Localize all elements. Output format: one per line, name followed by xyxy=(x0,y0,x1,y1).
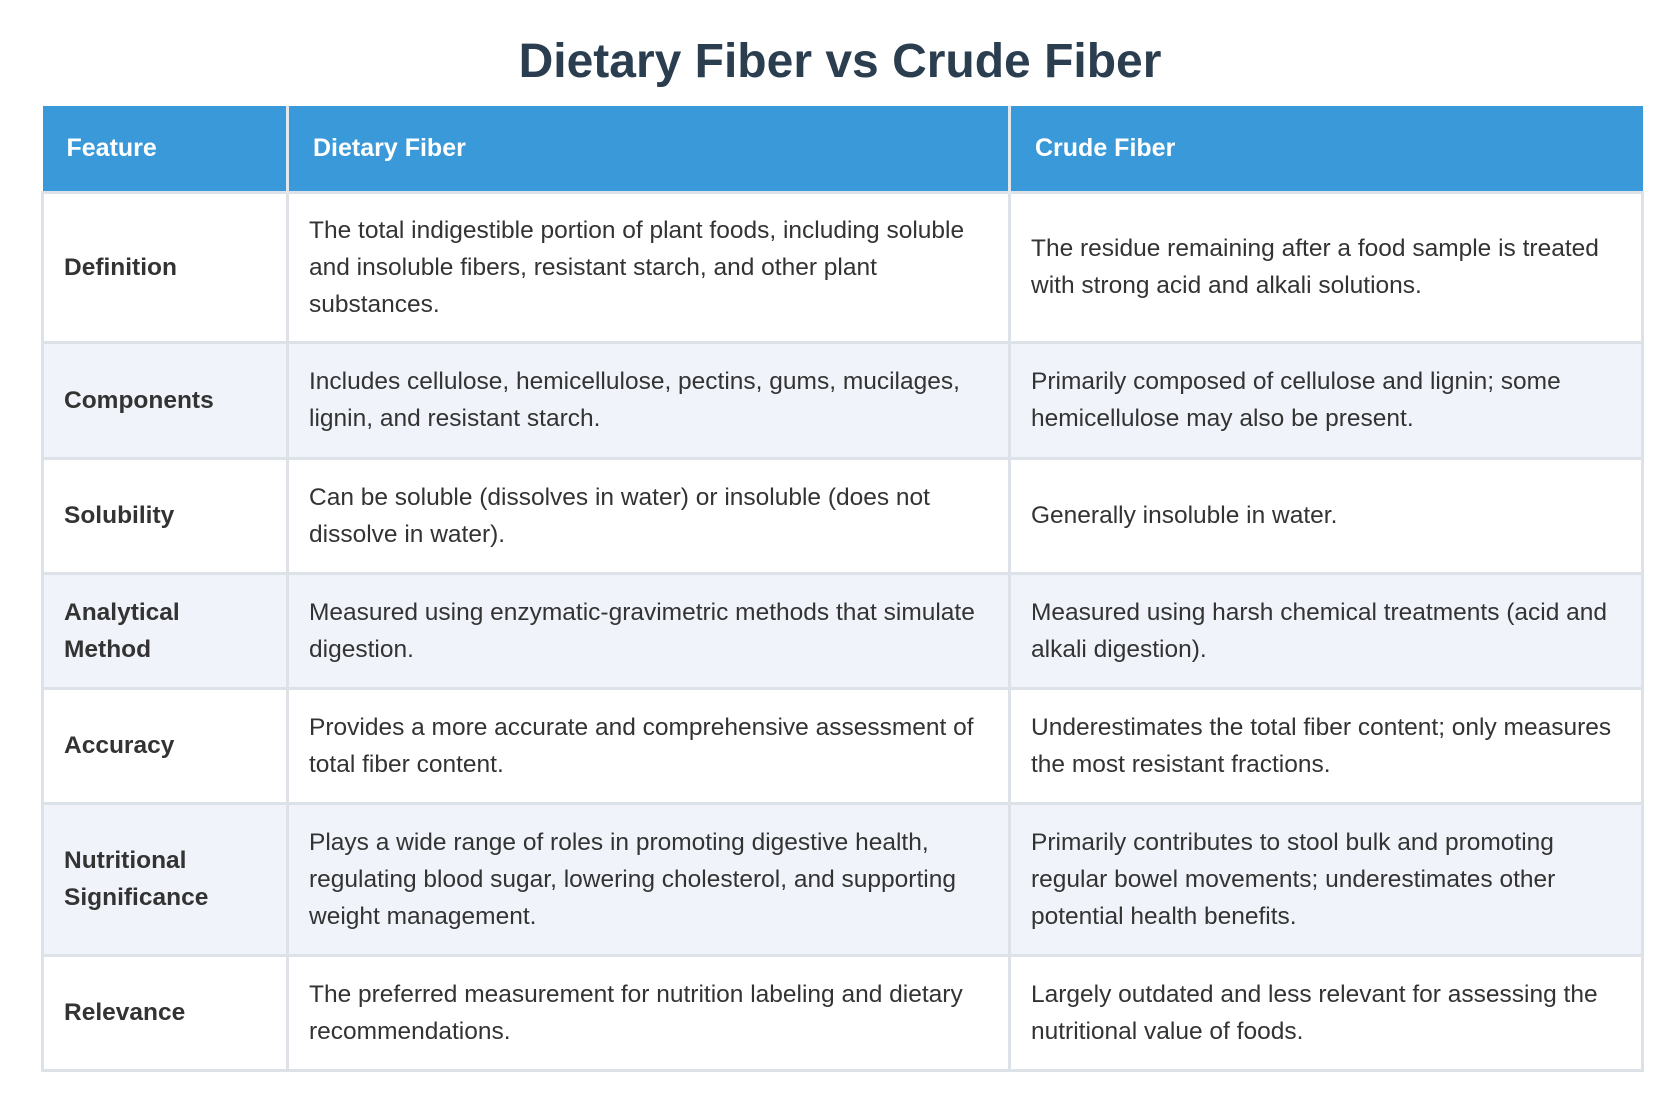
feature-cell: Solubility xyxy=(41,456,289,575)
feature-cell: Analytical Method xyxy=(41,571,289,690)
crude-fiber-cell: Largely outdated and less relevant for a… xyxy=(1008,953,1644,1072)
dietary-fiber-cell: Provides a more accurate and comprehensi… xyxy=(286,686,1011,805)
dietary-fiber-cell: Measured using enzymatic-gravimetric met… xyxy=(286,571,1011,690)
table-row: Solubility Can be soluble (dissolves in … xyxy=(41,456,1644,575)
comparison-table-container: Feature Dietary Fiber Crude Fiber Defini… xyxy=(41,106,1644,1072)
comparison-table: Feature Dietary Fiber Crude Fiber Defini… xyxy=(41,106,1644,1072)
table-row: Relevance The preferred measurement for … xyxy=(41,953,1644,1072)
column-header-crude-fiber: Crude Fiber xyxy=(1009,106,1643,192)
dietary-fiber-cell: The total indigestible portion of plant … xyxy=(286,190,1011,344)
table-row: Components Includes cellulose, hemicellu… xyxy=(41,340,1644,460)
column-header-feature: Feature xyxy=(42,106,289,192)
crude-fiber-cell: The residue remaining after a food sampl… xyxy=(1008,190,1644,344)
feature-cell: Relevance xyxy=(41,953,289,1072)
dietary-fiber-cell: The preferred measurement for nutrition … xyxy=(286,953,1011,1072)
table-row: Analytical Method Measured using enzymat… xyxy=(41,571,1644,690)
page-title: Dietary Fiber vs Crude Fiber xyxy=(518,35,1162,88)
feature-cell: Nutritional Significance xyxy=(41,801,289,957)
crude-fiber-cell: Generally insoluble in water. xyxy=(1008,456,1644,575)
dietary-fiber-cell: Can be soluble (dissolves in water) or i… xyxy=(286,456,1011,575)
dietary-fiber-cell: Includes cellulose, hemicellulose, pecti… xyxy=(286,340,1011,460)
table-body: Definition The total indigestible portio… xyxy=(41,190,1644,1072)
crude-fiber-cell: Underestimates the total fiber content; … xyxy=(1008,686,1644,805)
table-header: Feature Dietary Fiber Crude Fiber xyxy=(42,106,1643,192)
crude-fiber-cell: Measured using harsh chemical treatments… xyxy=(1008,571,1644,690)
header-row: Feature Dietary Fiber Crude Fiber xyxy=(42,106,1643,192)
crude-fiber-cell: Primarily contributes to stool bulk and … xyxy=(1008,801,1644,957)
feature-cell: Definition xyxy=(41,190,289,344)
feature-cell: Accuracy xyxy=(41,686,289,805)
feature-cell: Components xyxy=(41,340,289,460)
table-row: Definition The total indigestible portio… xyxy=(41,190,1644,344)
dietary-fiber-cell: Plays a wide range of roles in promoting… xyxy=(286,801,1011,957)
crude-fiber-cell: Primarily composed of cellulose and lign… xyxy=(1008,340,1644,460)
table-row: Nutritional Significance Plays a wide ra… xyxy=(41,801,1644,957)
column-header-dietary-fiber: Dietary Fiber xyxy=(287,106,1011,192)
table-row: Accuracy Provides a more accurate and co… xyxy=(41,686,1644,805)
